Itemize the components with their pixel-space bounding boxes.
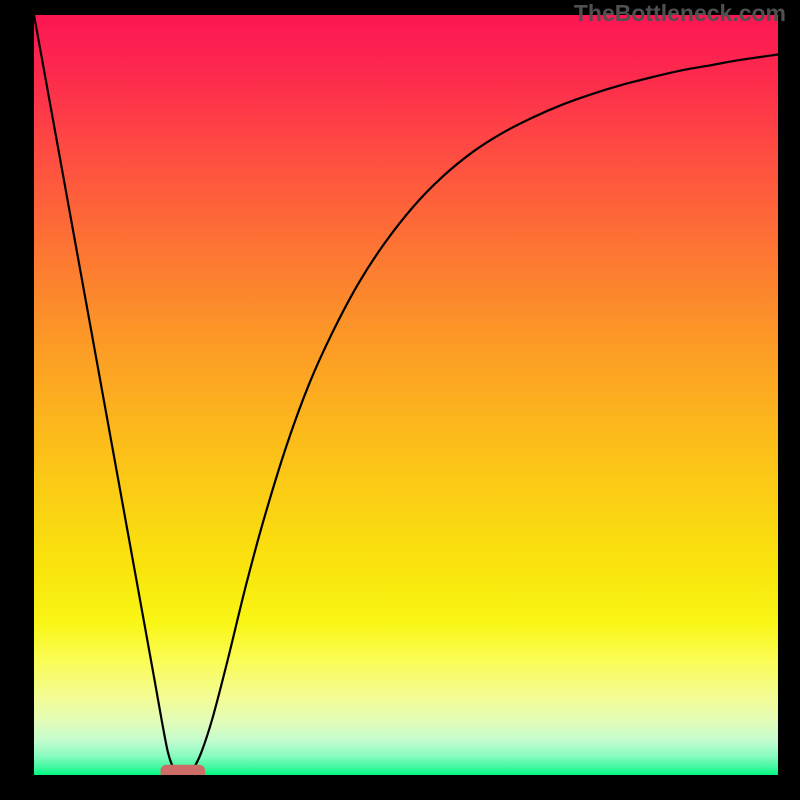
optimum-marker bbox=[160, 765, 205, 775]
chart-stage: TheBottleneck.com bbox=[0, 0, 800, 800]
bottleneck-curve bbox=[34, 15, 778, 775]
plot-area bbox=[34, 15, 778, 775]
watermark-text: TheBottleneck.com bbox=[574, 0, 786, 27]
